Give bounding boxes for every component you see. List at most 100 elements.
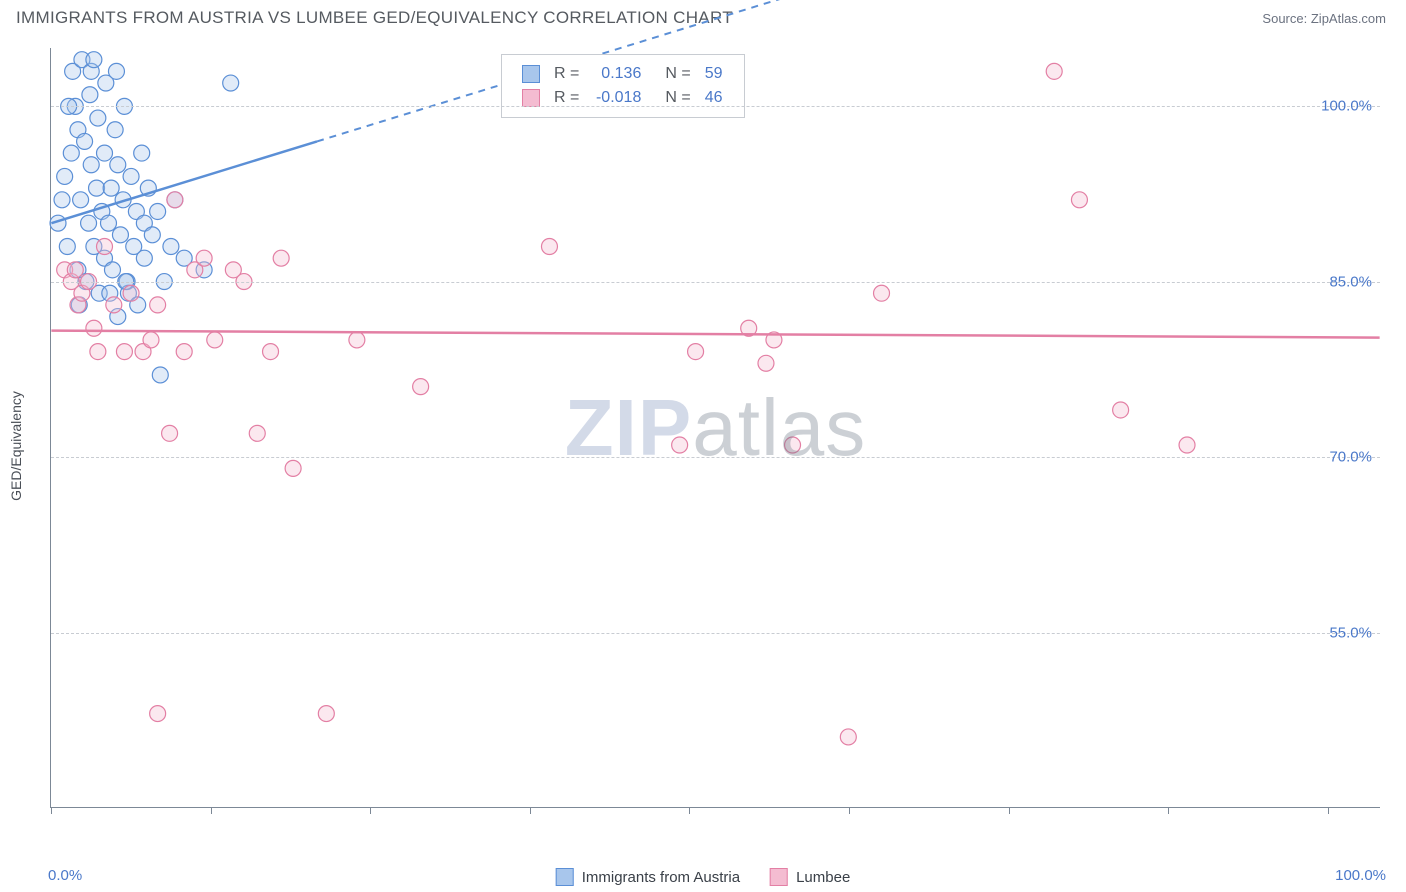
data-point	[73, 192, 89, 208]
legend-swatch	[522, 89, 540, 107]
y-tick-label: 100.0%	[1321, 98, 1372, 115]
x-tick	[370, 807, 371, 814]
data-point	[116, 344, 132, 360]
data-point	[123, 168, 139, 184]
data-point	[67, 262, 83, 278]
data-point	[1113, 402, 1129, 418]
legend-item: Immigrants from Austria	[556, 868, 740, 886]
legend-item: Lumbee	[770, 868, 850, 886]
gridline	[51, 106, 1380, 107]
data-point	[207, 332, 223, 348]
data-point	[54, 192, 70, 208]
gridline	[51, 282, 1380, 283]
chart-plot-area: ZIPatlas R =0.136N =59R =-0.018N =46 55.…	[50, 48, 1380, 808]
data-point	[110, 157, 126, 173]
data-point	[57, 168, 73, 184]
data-point	[840, 729, 856, 745]
x-tick	[689, 807, 690, 814]
data-point	[97, 239, 113, 255]
data-point	[134, 145, 150, 161]
data-point	[103, 180, 119, 196]
data-point	[413, 379, 429, 395]
legend-swatch	[770, 868, 788, 886]
data-point	[150, 706, 166, 722]
y-axis-label: GED/Equivalency	[8, 391, 24, 501]
data-point	[167, 192, 183, 208]
x-tick	[211, 807, 212, 814]
data-point	[223, 75, 239, 91]
data-point	[90, 344, 106, 360]
y-tick-label: 85.0%	[1329, 273, 1372, 290]
data-point	[785, 437, 801, 453]
data-point	[90, 110, 106, 126]
data-point	[152, 367, 168, 383]
data-point	[82, 87, 98, 103]
x-axis-min-label: 0.0%	[48, 867, 82, 884]
data-point	[349, 332, 365, 348]
data-point	[688, 344, 704, 360]
n-label: N =	[649, 63, 696, 85]
y-tick-label: 70.0%	[1329, 449, 1372, 466]
data-point	[273, 250, 289, 266]
data-point	[1046, 63, 1062, 79]
data-point	[108, 63, 124, 79]
chart-title: IMMIGRANTS FROM AUSTRIA VS LUMBEE GED/EQ…	[16, 8, 733, 28]
data-point	[86, 320, 102, 336]
data-point	[106, 297, 122, 313]
data-point	[263, 344, 279, 360]
data-point	[541, 239, 557, 255]
data-point	[318, 706, 334, 722]
legend-swatch	[556, 868, 574, 886]
series-legend: Immigrants from Austria Lumbee	[556, 868, 851, 886]
data-point	[101, 215, 117, 231]
data-point	[150, 297, 166, 313]
r-label: R =	[548, 63, 585, 85]
data-point	[136, 250, 152, 266]
data-point	[1179, 437, 1195, 453]
data-point	[86, 52, 102, 68]
data-point	[112, 227, 128, 243]
series-name: Lumbee	[796, 869, 850, 886]
data-point	[162, 425, 178, 441]
n-value: 59	[699, 63, 729, 85]
gridline	[51, 633, 1380, 634]
data-point	[143, 332, 159, 348]
data-point	[83, 157, 99, 173]
y-tick-label: 55.0%	[1329, 624, 1372, 641]
data-point	[123, 285, 139, 301]
data-point	[104, 262, 120, 278]
x-tick	[51, 807, 52, 814]
legend-row: R =0.136N =59	[516, 63, 728, 85]
data-point	[163, 239, 179, 255]
data-point	[249, 425, 265, 441]
data-point	[59, 239, 75, 255]
data-point	[672, 437, 688, 453]
x-tick	[1168, 807, 1169, 814]
data-point	[77, 133, 93, 149]
x-tick	[530, 807, 531, 814]
x-tick	[849, 807, 850, 814]
data-point	[874, 285, 890, 301]
data-point	[97, 145, 113, 161]
data-point	[176, 344, 192, 360]
data-point	[144, 227, 160, 243]
trend-line	[51, 331, 1379, 338]
data-point	[1071, 192, 1087, 208]
x-tick	[1328, 807, 1329, 814]
x-axis-max-label: 100.0%	[1335, 867, 1386, 884]
data-point	[89, 180, 105, 196]
data-point	[285, 460, 301, 476]
gridline	[51, 457, 1380, 458]
data-point	[107, 122, 123, 138]
data-point	[758, 355, 774, 371]
source-attribution: Source: ZipAtlas.com	[1262, 11, 1386, 26]
series-name: Immigrants from Austria	[582, 869, 740, 886]
data-point	[150, 203, 166, 219]
r-value: 0.136	[587, 63, 647, 85]
correlation-legend: R =0.136N =59R =-0.018N =46	[501, 54, 745, 118]
data-point	[63, 145, 79, 161]
data-point	[196, 250, 212, 266]
scatter-svg	[51, 48, 1380, 807]
data-point	[81, 215, 97, 231]
x-tick	[1009, 807, 1010, 814]
